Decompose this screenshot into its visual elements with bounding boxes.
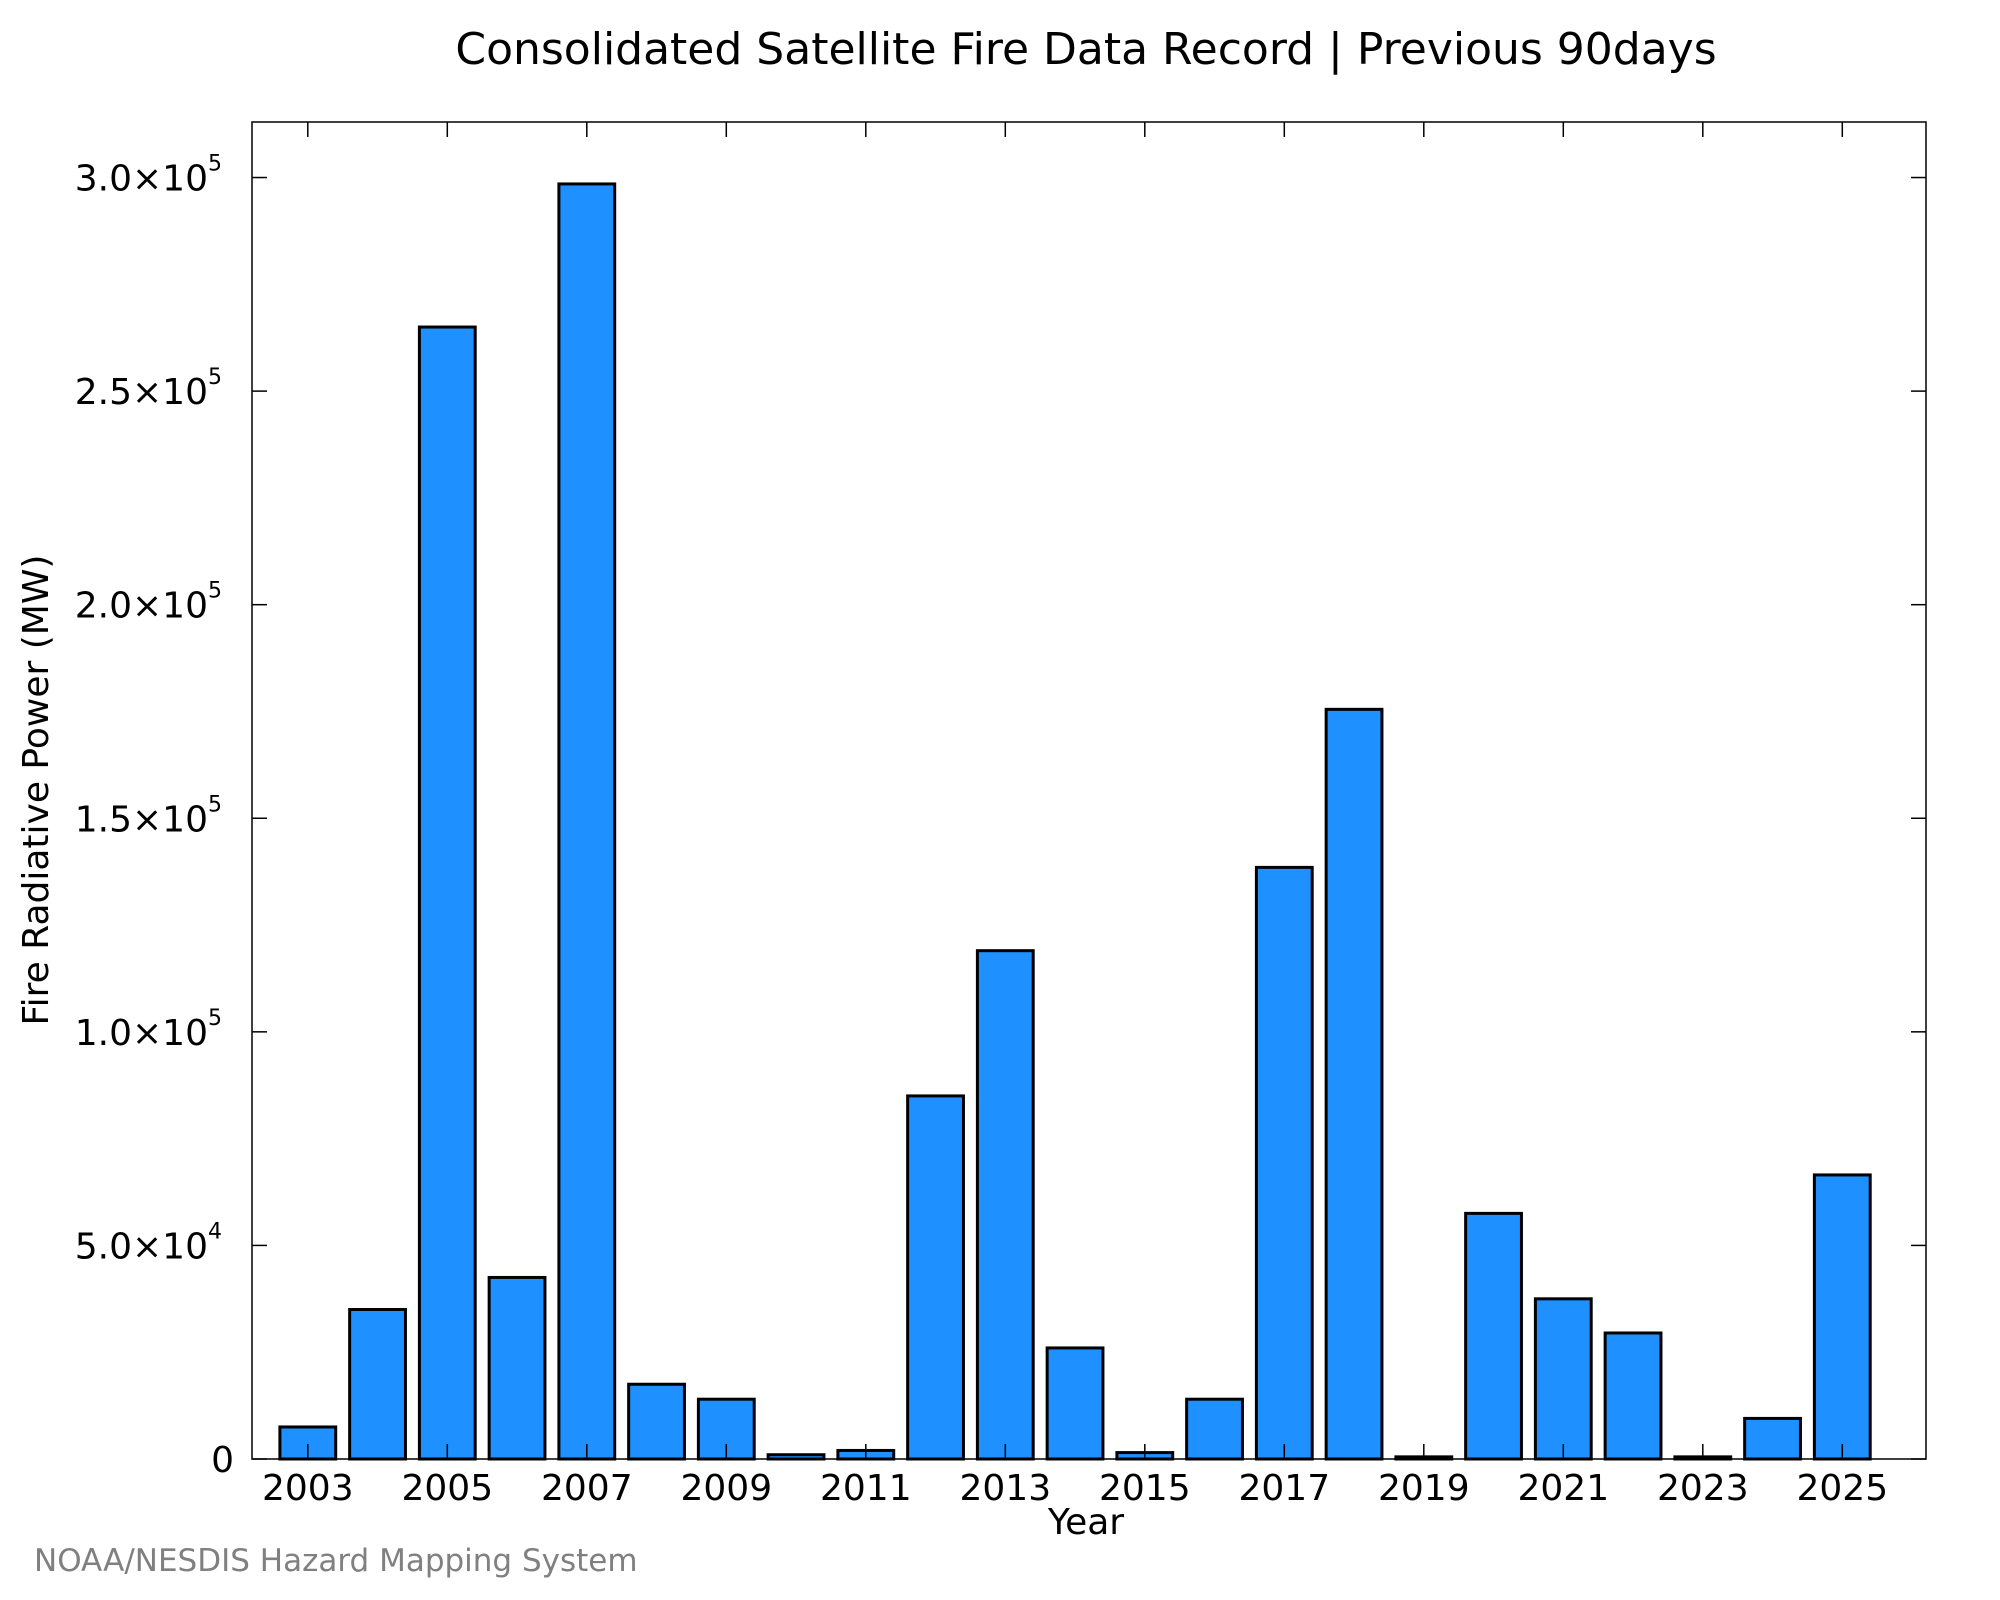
y-tick-label-50000: 5.0×104	[75, 1219, 222, 1267]
x-tick-label-2005: 2005	[401, 1468, 493, 1509]
bar-2016	[1185, 1397, 1244, 1461]
x-tick-label-2003: 2003	[262, 1468, 354, 1509]
bar-2022	[1603, 1331, 1663, 1461]
y-tick-label-0: 0	[211, 1440, 234, 1481]
x-tick-label-2021: 2021	[1517, 1468, 1609, 1509]
bar-2013	[975, 949, 1035, 1461]
x-tick-labels: 2003 2005 2007 2009 2011 2013 2015 2017 2019 2021…	[262, 1468, 1888, 1509]
credit-text: NOAA/NESDIS Hazard Mapping System	[34, 1543, 638, 1579]
x-tick-label-2019: 2019	[1378, 1468, 1470, 1509]
y-tick-labels: 0 5.0×104 1.0×105 1.5×105 2.0×105 2.5×105 3.0×…	[75, 152, 234, 1481]
y-axis-label: Fire Radiative Power (MW)	[16, 555, 57, 1026]
bar-2020	[1464, 1211, 1523, 1461]
bar-2024	[1743, 1416, 1802, 1461]
y-tick-label-150000: 1.5×105	[75, 792, 222, 840]
x-tick-label-2011: 2011	[820, 1468, 912, 1509]
bar-2004	[348, 1307, 407, 1461]
plot-frame	[251, 121, 1927, 1460]
x-tick-label-2025: 2025	[1796, 1468, 1888, 1509]
bar-2005	[417, 325, 477, 1461]
y-tick-label-100000: 1.0×105	[75, 1006, 222, 1054]
bar-2012	[906, 1094, 965, 1461]
plot-area	[251, 121, 1927, 1461]
x-tick-label-2007: 2007	[541, 1468, 633, 1509]
x-tick-label-2015: 2015	[1099, 1468, 1191, 1509]
chart-title: Consolidated Satellite Fire Data Record …	[455, 24, 1716, 75]
x-axis-label: Year	[1047, 1502, 1124, 1543]
bar-2014	[1045, 1346, 1105, 1461]
bar-2021	[1533, 1297, 1593, 1461]
y-tick-label-300000: 3.0×105	[75, 152, 222, 200]
bar-2008	[627, 1382, 686, 1461]
x-tick-label-2023: 2023	[1657, 1468, 1749, 1509]
x-tick-label-2009: 2009	[680, 1468, 772, 1509]
bar-2017	[1254, 865, 1314, 1461]
bar-2018	[1324, 707, 1384, 1461]
y-tick-label-250000: 2.5×105	[75, 365, 222, 413]
bars-layer	[278, 182, 1872, 1461]
bar-2006	[487, 1275, 547, 1461]
bar-2007	[557, 182, 617, 1461]
x-tick-label-2017: 2017	[1238, 1468, 1330, 1509]
ticks-layer	[252, 122, 1926, 1460]
x-tick-label-2013: 2013	[959, 1468, 1051, 1509]
y-tick-label-200000: 2.0×105	[75, 579, 222, 627]
bar-2025	[1812, 1173, 1872, 1461]
